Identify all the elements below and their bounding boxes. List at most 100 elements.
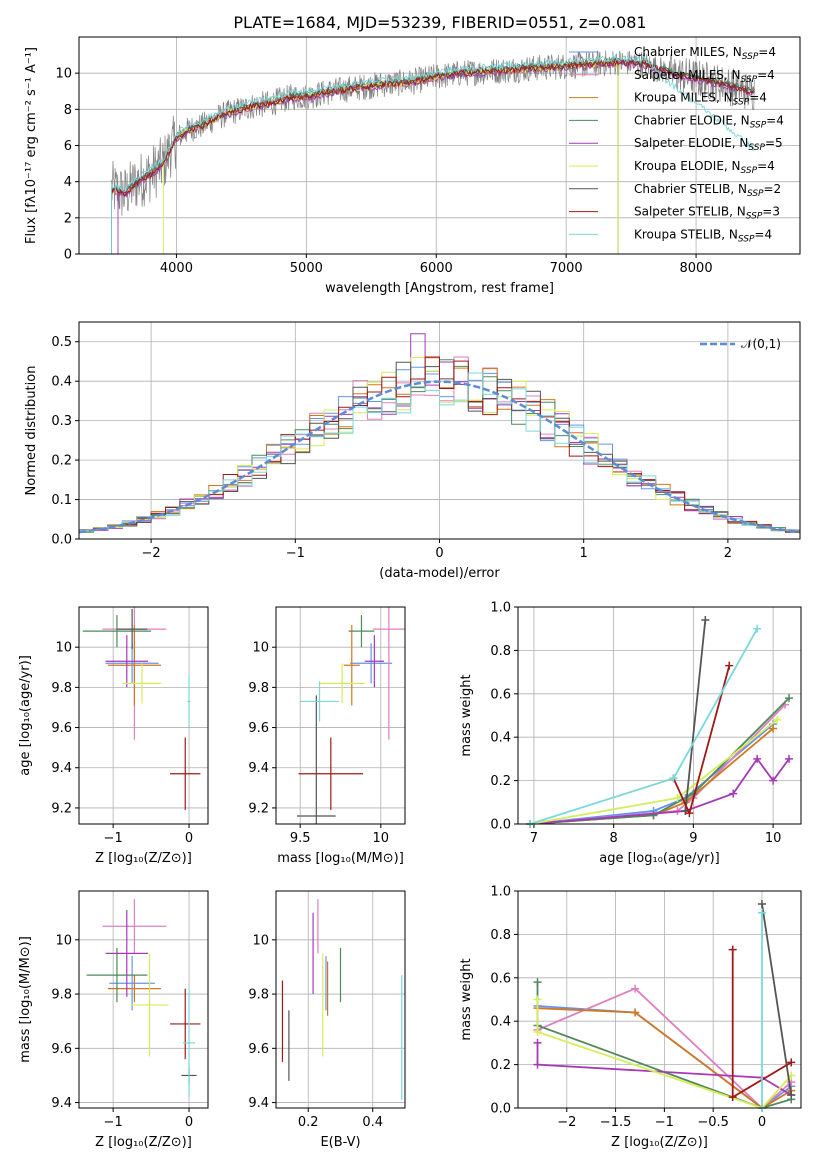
legend-entry: 𝒩(0,1) [741,337,781,351]
x-tick-label: 7 [530,831,538,846]
plus-marker [533,995,542,1004]
legend-subscript: SSP [741,75,758,85]
plus-marker [533,978,542,987]
model-spectrum-line [111,59,619,254]
x-tick-label: 0.2 [298,1115,319,1130]
legend-text-end: =4 [757,68,775,82]
figure-title: PLATE=1684, MJD=53239, FIBERID=0551, z=0… [233,13,646,32]
x-tick-label: 0.4 [362,1115,383,1130]
x-tick-label: −1 [655,1115,674,1130]
axes-frame [275,606,406,825]
mass-weight-line [537,1007,792,1108]
x-tick-label: 5000 [290,261,323,276]
x-tick-label: −2 [557,1115,576,1130]
y-tick-label: 10 [55,67,72,82]
x-tick-label: 1 [580,546,588,561]
x-tick-label: 9.5 [290,831,311,846]
y-tick-label: 10 [252,641,269,656]
y-tick-label: 9.6 [248,721,269,736]
plus-marker [757,900,766,909]
x-tick-label: 8000 [680,261,713,276]
x-tick-label: 4000 [160,261,193,276]
y-tick-label: 0.6 [490,971,511,986]
axes-frame [78,890,209,1109]
legend-text: Chabrier MILES, N [634,45,742,59]
legend-subscript: SSP [750,120,767,130]
y-tick-label: 0.2 [490,1058,511,1073]
y-tick-label: 9.2 [51,801,72,816]
mass-weight-vs-age-panel: 7 8 9 10 0.0 0.2 0.4 0.6 0.8 1.0 age [log₁₀(age/yr… [459,601,802,866]
x-tick-label: 0 [435,546,443,561]
y-tick-label: 8 [64,103,72,118]
plus-marker [673,793,682,802]
legend-text: Chabrier STELIB, N [634,182,747,196]
plus-marker [769,724,778,733]
y-axis-label: mass weight [459,674,474,756]
legend-text-end: =4 [766,113,784,127]
model-spectrum-line [111,58,755,254]
mass-weight-line [536,999,792,1108]
y-tick-label: 9.8 [51,681,72,696]
x-axis-label: (data-model)/error [379,566,500,581]
axes-frame [78,36,801,255]
x-tick-label: 10 [765,831,782,846]
plus-marker [649,811,658,820]
x-tick-label: 2 [724,546,732,561]
y-tick-label: 0.4 [490,1015,511,1030]
plus-marker [769,776,778,785]
plus-marker [631,984,640,993]
legend-entry: Kroupa STELIB, NSSP=4 [634,227,772,244]
x-tick-label: 9 [689,831,697,846]
y-tick-label: 9.4 [51,1096,72,1111]
spectrum-panel: 4000 5000 6000 7000 8000 0 2 4 6 8 10 wavelength [A… [24,36,801,296]
y-tick-label: 9.8 [51,988,72,1003]
mass-vs-extinction-panel: 0.2 0.4 9.4 9.6 9.8 10 E(B-V) [248,890,406,1150]
y-tick-label: 0.1 [51,493,72,508]
legend-text: Salpeter MILES, N [634,68,741,82]
legend-text: Salpeter STELIB, N [634,205,746,219]
plus-marker [685,809,694,818]
y-tick-label: 9.4 [248,761,269,776]
legend-subscript: SSP [742,52,759,62]
plus-marker [785,754,794,763]
x-axis-label: Z [log₁₀(Z/Z⊙)] [95,1135,192,1150]
residual-histogram-panel: −2 −1 0 1 2 0.0 0.1 0.2 0.3 0.4 0.5 (data-model)/er… [24,321,801,581]
age-vs-mass-panel: 9.5 10 9.2 9.4 9.6 9.8 10 mass [log₁₀(M/M⊙)] [248,606,406,866]
observed-spectrum-line [111,50,755,216]
x-tick-label: −2 [142,546,161,561]
legend-text-end: =3 [762,205,780,219]
y-tick-label: 9.6 [51,1042,72,1057]
y-tick-label: 9.2 [248,801,269,816]
mass-weight-line [537,987,792,1108]
y-tick-label: 4 [64,175,72,190]
mass-weight-line [529,727,774,824]
x-tick-label: 0 [185,831,193,846]
x-axis-label: Z [log₁₀(Z/Z⊙)] [611,1135,708,1150]
plus-marker [728,1093,737,1102]
model-spectrum-line [111,57,755,254]
y-tick-label: 9.4 [51,761,72,776]
legend-entry: Salpeter STELIB, NSSP=3 [634,205,780,222]
y-tick-label: 0.0 [51,533,72,548]
y-axis-label: age [log₁₀(age/yr)] [18,655,33,776]
plus-marker [669,774,678,783]
axes-frame [517,606,802,825]
legend-text: Kroupa MILES, N [634,91,733,105]
y-tick-label: 0.2 [490,774,511,789]
mass-weight-line [529,723,774,824]
axes-frame [78,606,209,825]
y-tick-label: 0.5 [51,335,72,350]
model-spectrum-line [111,59,619,254]
legend-entry: Kroupa MILES, NSSP=4 [634,91,767,108]
y-tick-label: 2 [64,211,72,226]
legend-entry: Chabrier ELODIE, NSSP=4 [634,113,784,130]
x-axis-label: age [log₁₀(age/yr)] [599,851,720,866]
plus-marker [701,616,710,625]
age-vs-metallicity-panel: −1 0 9.2 9.4 9.6 9.8 10 Z [log₁₀(Z/Z⊙)] age [log… [18,606,209,866]
y-tick-label: 0.3 [51,414,72,429]
legend-entry: Kroupa ELODIE, NSSP=4 [634,159,775,176]
axes-frame [517,890,802,1109]
plus-marker [533,1028,542,1037]
model-spectrum-line [111,53,755,254]
x-tick-label: −1.5 [600,1115,632,1130]
